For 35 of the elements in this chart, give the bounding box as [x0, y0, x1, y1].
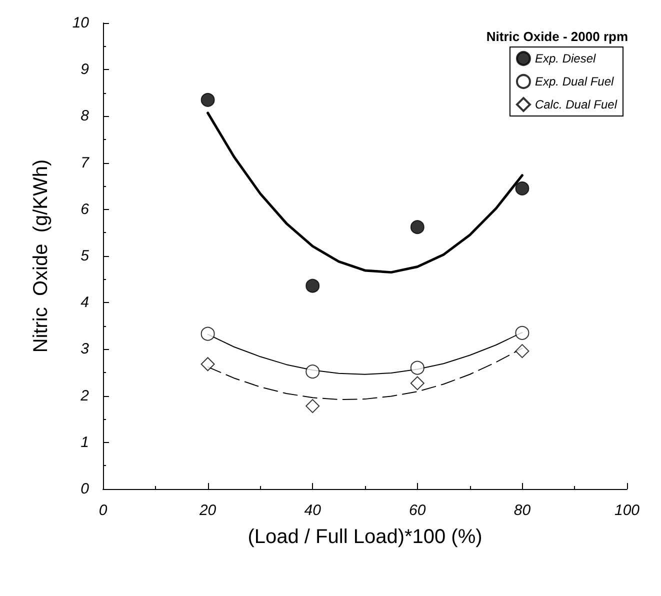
point	[410, 360, 424, 375]
point	[515, 326, 530, 340]
point	[515, 344, 530, 358]
y-tick-label: 1	[80, 434, 89, 451]
legend-label: Exp. Dual Fuel	[534, 74, 614, 88]
point	[306, 278, 320, 293]
y-tick-label: 4	[80, 294, 89, 312]
x-tick-label: 60	[409, 502, 426, 519]
legend-label: Calc. Dual Fuel	[534, 98, 618, 112]
point	[306, 364, 320, 379]
point	[200, 357, 215, 372]
x-tick-label: 100	[614, 502, 640, 519]
x-axis-title: (Load / Full Load)*100 (%)	[248, 526, 482, 548]
x-tick-label: 0	[98, 502, 108, 519]
y-tick-label: 3	[80, 340, 90, 358]
point	[515, 181, 530, 196]
point	[410, 376, 424, 390]
y-tick-label: 5	[80, 248, 90, 264]
y-tick-label: 8	[80, 108, 90, 125]
y-tick-label: 0	[80, 480, 90, 498]
y-tick-label: 6	[80, 200, 90, 218]
x-tick-label: 20	[198, 502, 217, 519]
y-axis-title: Nitric Oxide (g/KWh)	[30, 159, 52, 353]
y-tick-label: 7	[80, 154, 90, 172]
y-tick-label: 9	[80, 61, 90, 78]
y-tick-label: 2	[80, 387, 90, 404]
point	[410, 220, 424, 234]
point	[306, 399, 320, 414]
point	[200, 92, 215, 107]
x-tick-label: 80	[514, 502, 532, 519]
x-tick-label: 40	[304, 502, 322, 519]
legend-title: Nitric Oxide - 2000 rpm	[486, 29, 628, 44]
point	[200, 326, 215, 341]
y-tick-label: 10	[72, 14, 90, 32]
legend-label: Exp. Diesel	[534, 52, 596, 66]
